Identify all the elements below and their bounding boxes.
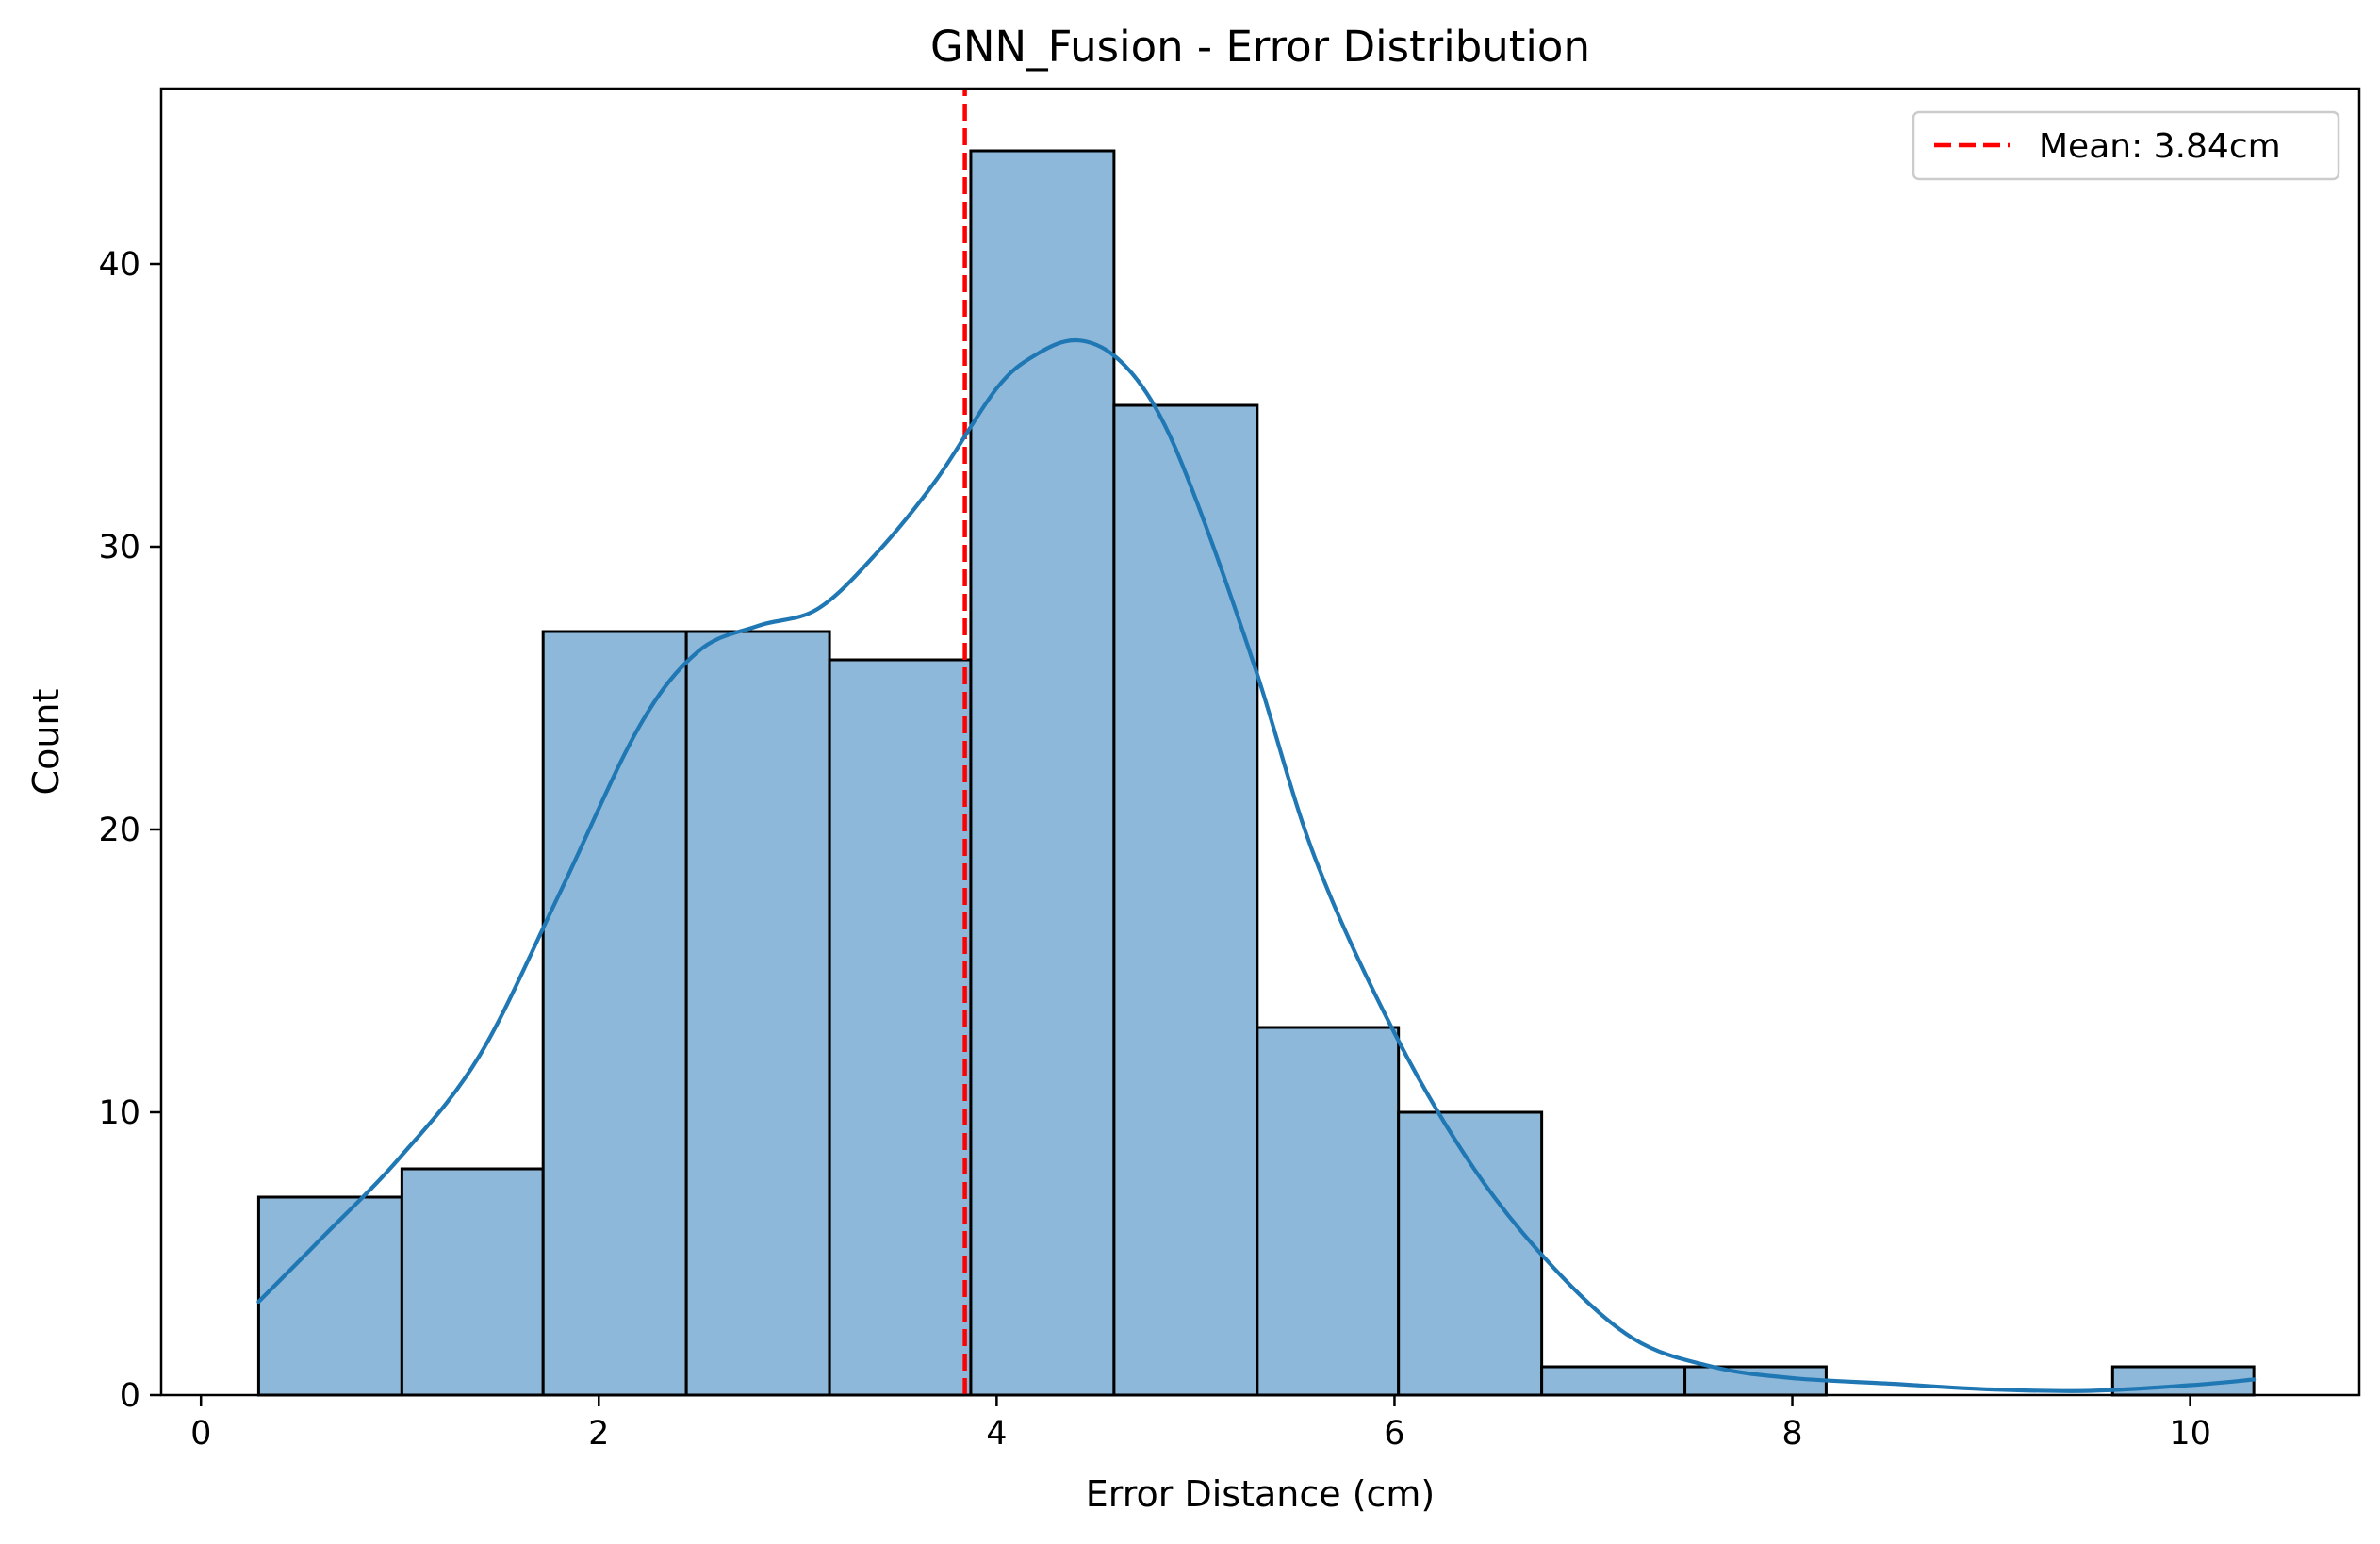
histogram-bar	[1256, 1026, 1401, 1397]
x-axis-label: Error Distance (cm)	[1086, 1473, 1436, 1515]
plot-frame	[159, 87, 2361, 1397]
x-tick-label: 10	[2169, 1415, 2211, 1453]
x-tick-label: 4	[986, 1415, 1007, 1453]
legend-mean-label: Mean: 3.84cm	[2039, 127, 2281, 166]
y-axis-ticks: 0 10 20 30 40	[98, 246, 161, 1415]
y-axis-label: Count	[25, 689, 67, 796]
y-tick-label: 20	[98, 812, 140, 849]
histogram-bar	[541, 630, 688, 1397]
y-tick-label: 30	[98, 529, 140, 567]
legend: Mean: 3.84cm	[1912, 110, 2340, 181]
kde-curve-group	[256, 337, 2257, 1393]
x-tick-label: 6	[1384, 1415, 1404, 1453]
histogram-bar	[400, 1167, 545, 1397]
histogram-bar	[969, 149, 1116, 1397]
legend-box	[1912, 110, 2340, 181]
histogram-bars	[256, 149, 2256, 1397]
histogram-bar	[828, 658, 973, 1397]
y-tick-label: 40	[98, 246, 140, 284]
chart-title: GNN_Fusion - Error Distribution	[930, 22, 1590, 72]
histogram-bar	[1112, 403, 1259, 1397]
histogram-bar	[684, 630, 831, 1397]
y-tick-label: 10	[98, 1094, 140, 1132]
kde-curve	[256, 337, 2257, 1393]
histogram-bar	[1397, 1110, 1544, 1397]
histogram-bar	[1540, 1365, 1687, 1397]
x-tick-label: 2	[588, 1415, 609, 1453]
y-tick-label: 0	[120, 1377, 140, 1415]
x-axis-ticks: 0 2 4 6 8 10	[190, 1395, 2211, 1453]
x-tick-label: 8	[1781, 1415, 1802, 1453]
x-tick-label: 0	[190, 1415, 211, 1453]
